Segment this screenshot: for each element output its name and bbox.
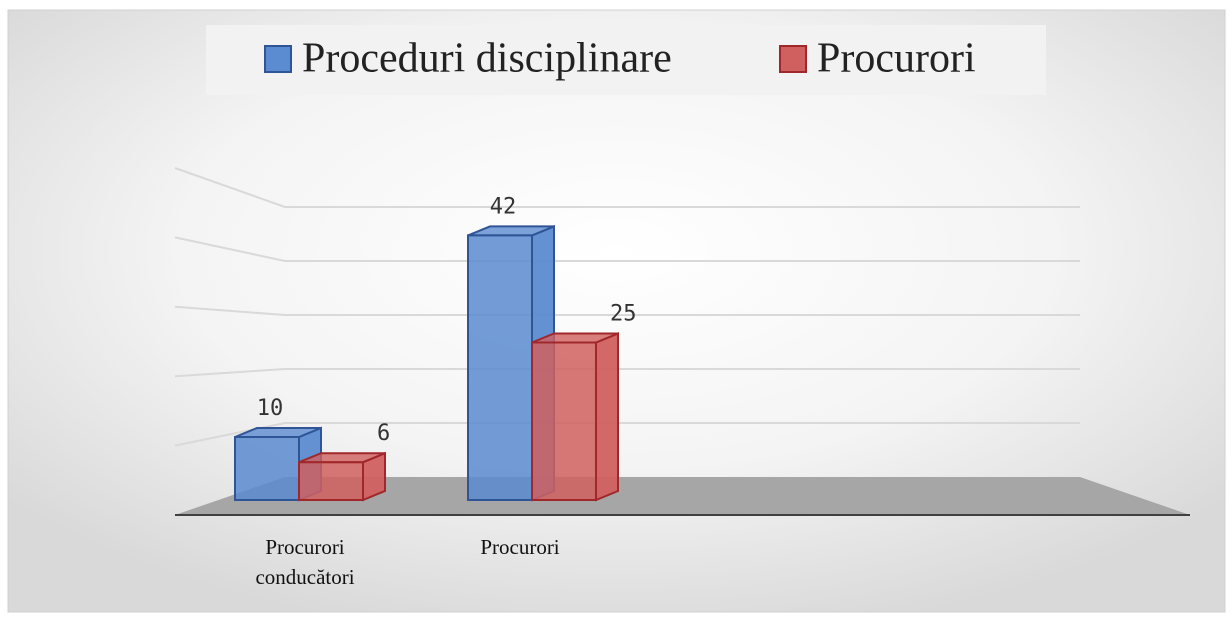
grid-line <box>174 305 1080 316</box>
x-tick-label: Procurori <box>480 535 560 559</box>
data-label: 42 <box>490 194 517 219</box>
data-label: 10 <box>257 396 284 421</box>
bar-face <box>531 341 597 501</box>
data-label: 6 <box>377 421 390 446</box>
grid-line <box>174 422 1080 447</box>
bar-face <box>298 461 364 501</box>
bar-face <box>595 332 619 502</box>
legend-swatch <box>779 45 807 73</box>
bar <box>298 451 386 502</box>
grid-line <box>174 236 1080 262</box>
x-tick-label: Procurori conducători <box>255 535 355 589</box>
floor <box>175 477 1190 515</box>
bar <box>531 332 619 502</box>
grid-line <box>174 368 1080 378</box>
legend-label: Procurori <box>817 36 976 82</box>
legend-label: Proceduri disciplinare <box>302 36 672 82</box>
legend-swatch <box>264 45 292 73</box>
legend-box <box>206 25 1046 95</box>
bar-face <box>234 436 300 501</box>
bar-face <box>467 234 533 501</box>
grid-line <box>174 167 1080 208</box>
data-label: 25 <box>610 302 637 327</box>
